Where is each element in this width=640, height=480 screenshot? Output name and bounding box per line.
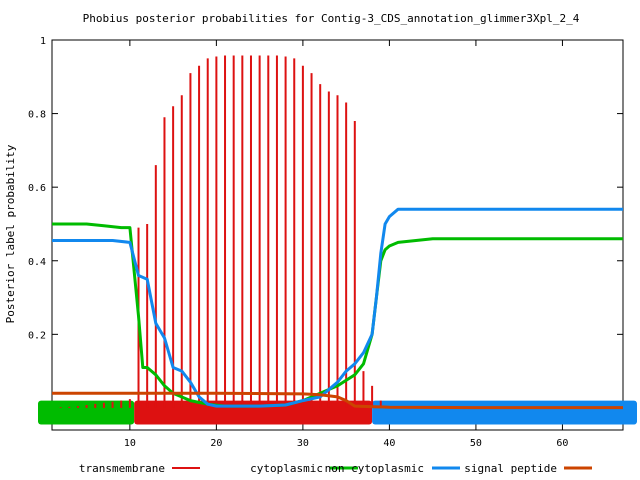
y-tick-label: 1 (40, 36, 46, 47)
x-tick-label: 50 (470, 438, 482, 449)
series-transmembrane (59, 55, 400, 408)
x-tick-label: 10 (124, 438, 136, 449)
topology-segment-transmembrane (134, 400, 373, 425)
legend: transmembrane cytoplasmic non cytoplasmic s… (79, 462, 592, 475)
x-tick-label: 40 (383, 438, 395, 449)
x-tick-label: 60 (556, 438, 568, 449)
topology-segment-non-cytoplasmic (372, 400, 637, 425)
legend-label-non-cytoplasmic: non cytoplasmic (325, 462, 424, 475)
plot-area: 0.2 0.4 0.6 0.8 1 10 20 30 40 50 60 (28, 36, 637, 449)
legend-label-transmembrane: transmembrane (79, 462, 165, 475)
topology-segment-cytoplasmic (38, 400, 135, 425)
plot-border (51, 39, 624, 431)
chart-title: Phobius posterior probabilities for Cont… (83, 12, 580, 25)
x-tick-label: 20 (210, 438, 222, 449)
series-line-non-cytoplasmic (52, 207, 623, 408)
legend-label-cytoplasmic: cytoplasmic (250, 462, 323, 475)
x-tick-label: 30 (297, 438, 309, 449)
y-tick-label: 0.4 (28, 257, 46, 268)
y-tick-label: 0.8 (28, 110, 46, 121)
y-tick-label: 0.6 (28, 183, 46, 194)
y-tick-label: 0.2 (28, 330, 46, 341)
series-line-signal-peptide (52, 391, 623, 410)
y-axis-label: Posterior label probability (4, 144, 17, 323)
legend-label-signal-peptide: signal peptide (464, 462, 557, 475)
